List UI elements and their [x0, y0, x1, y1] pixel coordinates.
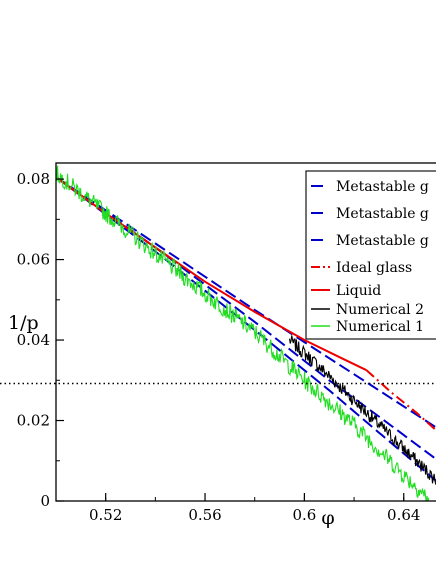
y-axis-title: 1/p [8, 312, 39, 334]
series-line-3 [365, 369, 436, 432]
legend-label: Metastable g [336, 233, 429, 249]
series-line-1 [56, 176, 436, 461]
x-tick-label: 0.64 [387, 506, 420, 524]
x-tick-label: 0.56 [188, 506, 221, 524]
x-tick-label: 0.6 [292, 506, 316, 524]
legend-label: Metastable g [336, 206, 429, 222]
legend-label: Ideal glass [336, 260, 412, 276]
y-tick-label: 0 [40, 492, 50, 510]
legend-label: Numerical 2 [336, 302, 424, 318]
y-tick-label: 0.08 [17, 170, 50, 188]
y-tick-label: 0.04 [17, 331, 50, 349]
legend-label: Liquid [336, 283, 381, 299]
series-line-4 [56, 176, 367, 372]
y-tick-label: 0.02 [17, 412, 50, 430]
legend-label: Numerical 1 [336, 319, 424, 335]
legend: Metastable g Metastable g Metastable g Idea… [305, 170, 436, 340]
x-axis-title: φ [321, 507, 334, 529]
legend-label: Metastable g [336, 179, 429, 195]
x-tick-label: 0.52 [89, 506, 122, 524]
plot-frame [55, 162, 436, 502]
series-line-6 [56, 165, 430, 501]
y-tick-label: 0.06 [17, 251, 50, 269]
series-line-5 [288, 335, 436, 485]
legend-box [305, 170, 436, 340]
